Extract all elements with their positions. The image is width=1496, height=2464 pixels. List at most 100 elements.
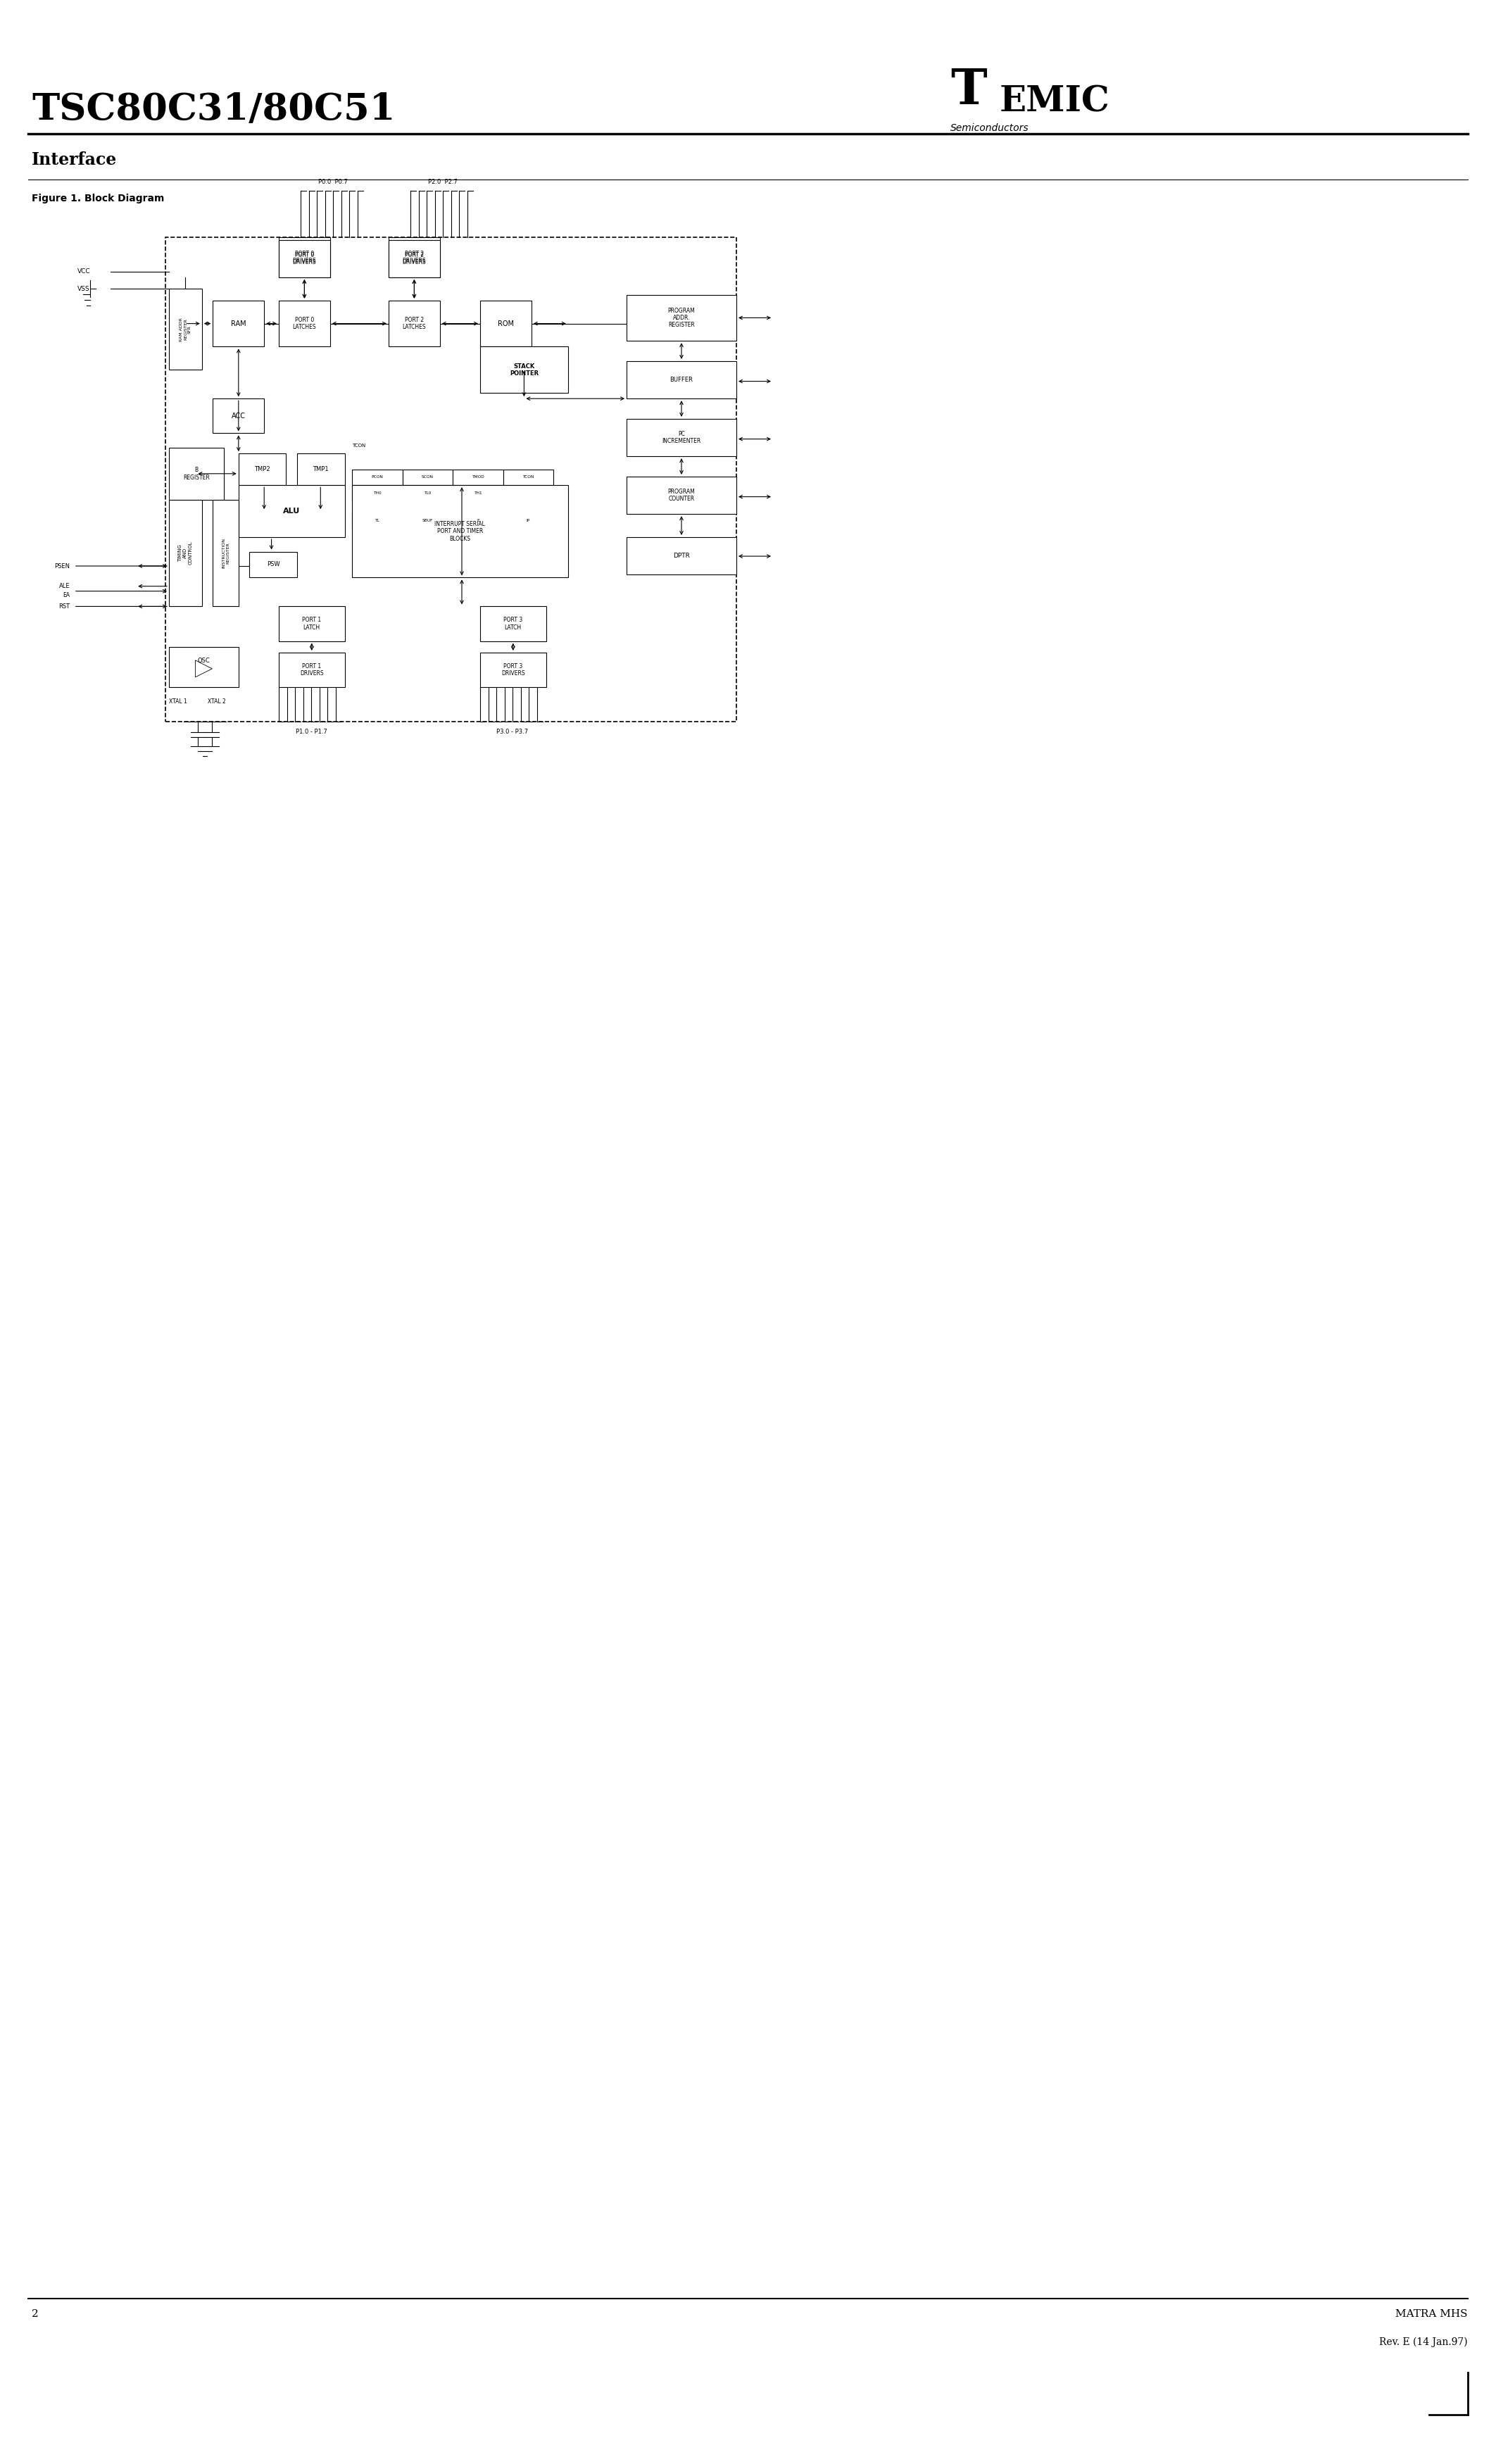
Text: VSS: VSS bbox=[78, 286, 90, 293]
Text: PORT 3
LATCH: PORT 3 LATCH bbox=[504, 616, 522, 631]
Bar bbox=[503, 468, 554, 485]
Text: PORT 0
DRIVERS: PORT 0 DRIVERS bbox=[293, 251, 316, 264]
Polygon shape bbox=[196, 660, 212, 678]
Text: SBUF: SBUF bbox=[422, 520, 432, 522]
Text: P1.0 - P1.7: P1.0 - P1.7 bbox=[295, 729, 328, 734]
Text: VCC: VCC bbox=[78, 269, 91, 276]
Bar bbox=[169, 288, 202, 370]
Text: 2: 2 bbox=[31, 2309, 39, 2319]
Bar bbox=[389, 239, 440, 278]
Bar bbox=[627, 537, 736, 574]
Bar bbox=[389, 301, 440, 347]
Text: PORT 1
LATCH: PORT 1 LATCH bbox=[302, 616, 322, 631]
Bar bbox=[278, 301, 331, 347]
Text: STACK
POINTER: STACK POINTER bbox=[510, 362, 539, 377]
Text: XTAL 2: XTAL 2 bbox=[208, 697, 226, 705]
Text: TIMING
AND
CONTROL: TIMING AND CONTROL bbox=[178, 542, 193, 564]
Text: ROM: ROM bbox=[498, 320, 513, 328]
Text: INTERRUPT SERIAL
PORT AND TIMER
BLOCKS: INTERRUPT SERIAL PORT AND TIMER BLOCKS bbox=[435, 520, 485, 542]
Bar bbox=[503, 513, 554, 527]
Text: RAM: RAM bbox=[230, 320, 247, 328]
Bar bbox=[453, 485, 503, 500]
Bar bbox=[212, 500, 238, 606]
Text: BUFFER: BUFFER bbox=[670, 377, 693, 382]
Bar bbox=[480, 347, 568, 392]
Bar bbox=[278, 237, 331, 278]
Bar bbox=[212, 399, 265, 434]
Text: P3.0 - P3.7: P3.0 - P3.7 bbox=[497, 729, 528, 734]
Text: PC
INCREMENTER: PC INCREMENTER bbox=[663, 431, 702, 444]
Bar bbox=[238, 485, 344, 537]
Text: PORT 1
DRIVERS: PORT 1 DRIVERS bbox=[299, 663, 323, 678]
Bar bbox=[169, 500, 202, 606]
Bar bbox=[298, 453, 344, 485]
Text: MATRA MHS: MATRA MHS bbox=[1396, 2309, 1468, 2319]
Text: PCON: PCON bbox=[371, 476, 383, 478]
Text: RST: RST bbox=[58, 604, 70, 609]
Bar bbox=[238, 453, 286, 485]
Text: TH1: TH1 bbox=[474, 490, 482, 495]
Bar bbox=[212, 301, 265, 347]
Bar bbox=[278, 606, 344, 641]
Bar bbox=[402, 485, 453, 500]
Text: PORT 3
DRIVERS: PORT 3 DRIVERS bbox=[501, 663, 525, 678]
Bar bbox=[389, 237, 440, 278]
Bar bbox=[352, 485, 568, 577]
Text: TMOD: TMOD bbox=[471, 476, 485, 478]
Text: Figure 1. Block Diagram: Figure 1. Block Diagram bbox=[31, 195, 165, 205]
Bar bbox=[453, 513, 503, 527]
Text: TL: TL bbox=[375, 520, 380, 522]
Bar bbox=[627, 296, 736, 340]
Bar bbox=[352, 513, 402, 527]
Text: ALU: ALU bbox=[283, 508, 301, 515]
Text: OSC: OSC bbox=[197, 658, 209, 665]
Text: PROGRAM
ADDR.
REGISTER: PROGRAM ADDR. REGISTER bbox=[667, 308, 696, 328]
Bar bbox=[627, 362, 736, 399]
Text: Interface: Interface bbox=[31, 150, 117, 168]
Text: SCON: SCON bbox=[422, 476, 434, 478]
Bar bbox=[402, 513, 453, 527]
Text: PORT 2
DRIVERS: PORT 2 DRIVERS bbox=[402, 251, 426, 264]
Bar bbox=[480, 606, 546, 641]
Bar bbox=[169, 448, 224, 500]
Bar bbox=[352, 468, 402, 485]
Bar bbox=[480, 653, 546, 687]
Text: PORT 2
LATCHES: PORT 2 LATCHES bbox=[402, 318, 426, 330]
Bar bbox=[480, 301, 531, 347]
Bar bbox=[278, 653, 344, 687]
Text: ACC: ACC bbox=[232, 411, 245, 419]
Text: TSC80C31/80C51: TSC80C31/80C51 bbox=[31, 91, 395, 128]
Text: PSEN: PSEN bbox=[55, 562, 70, 569]
Bar bbox=[352, 485, 402, 500]
Text: IP: IP bbox=[527, 520, 530, 522]
Text: EMIC: EMIC bbox=[999, 84, 1110, 118]
Text: DPTR: DPTR bbox=[673, 552, 690, 559]
Text: E: E bbox=[477, 520, 479, 522]
Text: B
REGISTER: B REGISTER bbox=[183, 466, 209, 480]
Text: PORT 2
DRIVERS: PORT 2 DRIVERS bbox=[402, 251, 426, 266]
Bar bbox=[627, 476, 736, 515]
Text: EA: EA bbox=[63, 591, 70, 599]
Text: XTAL 1: XTAL 1 bbox=[169, 697, 187, 705]
Text: TMP2: TMP2 bbox=[254, 466, 271, 473]
Bar bbox=[627, 419, 736, 456]
Text: TCON: TCON bbox=[352, 444, 365, 448]
Text: PSW: PSW bbox=[266, 562, 280, 567]
Text: PROGRAM
COUNTER: PROGRAM COUNTER bbox=[667, 488, 696, 503]
Bar bbox=[402, 468, 453, 485]
Text: ALE: ALE bbox=[60, 584, 70, 589]
Text: P0.0  P0.7: P0.0 P0.7 bbox=[319, 180, 349, 185]
Bar bbox=[165, 237, 736, 722]
Text: P2.0  P2.7: P2.0 P2.7 bbox=[428, 180, 458, 185]
Bar bbox=[250, 552, 298, 577]
Text: Semiconductors: Semiconductors bbox=[950, 123, 1029, 133]
Text: TL0: TL0 bbox=[423, 490, 431, 495]
Text: PORT 0
DRIVERS: PORT 0 DRIVERS bbox=[293, 251, 316, 266]
Bar bbox=[169, 648, 238, 687]
Text: RAM ADDR
REGISTER
SFR: RAM ADDR REGISTER SFR bbox=[180, 318, 191, 340]
Text: TH0: TH0 bbox=[373, 490, 381, 495]
Bar bbox=[453, 468, 503, 485]
Text: INSTRUCTION
REGISTER: INSTRUCTION REGISTER bbox=[221, 537, 229, 569]
Text: TMP1: TMP1 bbox=[313, 466, 329, 473]
Text: PORT 0
LATCHES: PORT 0 LATCHES bbox=[293, 318, 316, 330]
